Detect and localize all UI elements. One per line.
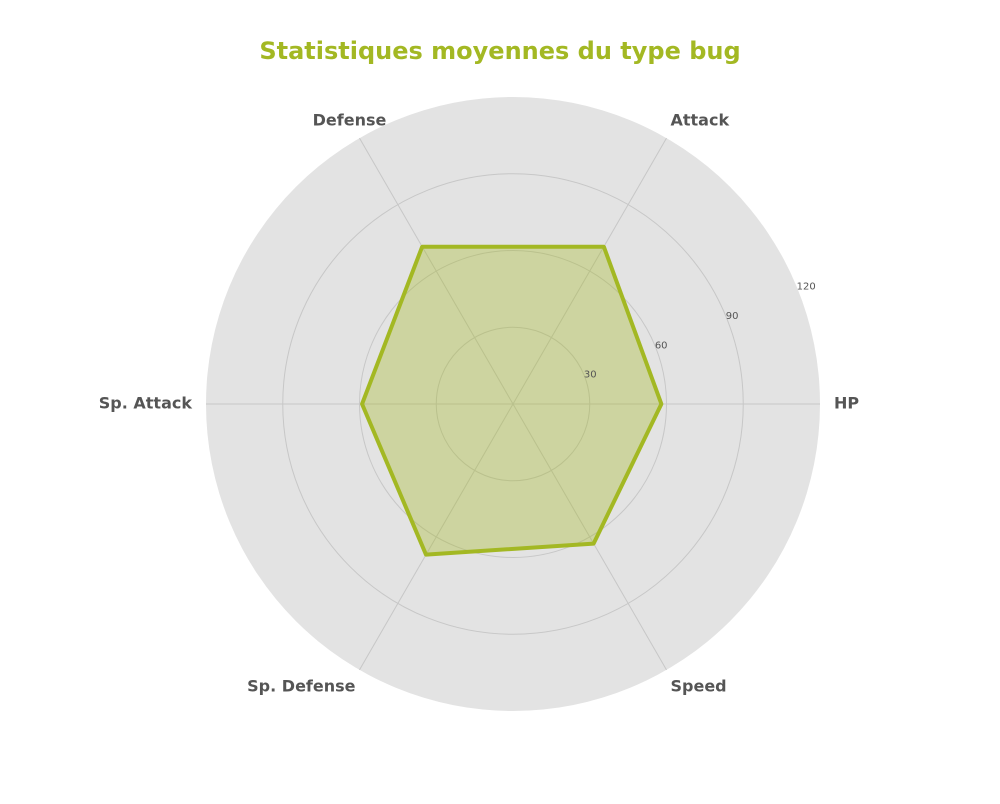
axis-label: Sp. Attack — [99, 394, 193, 413]
series-fill — [362, 246, 662, 555]
radial-tick-label: 60 — [655, 340, 668, 351]
chart-grid — [206, 137, 820, 671]
grid-spoke — [359, 403, 514, 671]
radial-tick-label: 30 — [584, 370, 597, 381]
grid-spoke — [512, 137, 667, 405]
axis-label: Speed — [671, 677, 727, 696]
radial-tick-labels: 30 60 90 120 — [584, 282, 816, 381]
axis-label: Attack — [671, 110, 730, 129]
grid-spoke — [512, 403, 667, 671]
axis-label: HP — [834, 394, 859, 413]
radial-tick-label: 120 — [797, 282, 816, 293]
series-line — [360, 244, 664, 557]
radial-tick-label: 90 — [726, 311, 739, 322]
axis-labels: HP Attack Defense Sp. Attack Sp. Defense Spee… — [99, 110, 860, 695]
axis-label: Defense — [313, 110, 387, 129]
chart-title: Statistiques moyennes du type bug — [259, 37, 740, 65]
grid-spoke — [359, 137, 514, 405]
axis-label: Sp. Defense — [247, 677, 355, 696]
chart-series — [360, 244, 664, 557]
